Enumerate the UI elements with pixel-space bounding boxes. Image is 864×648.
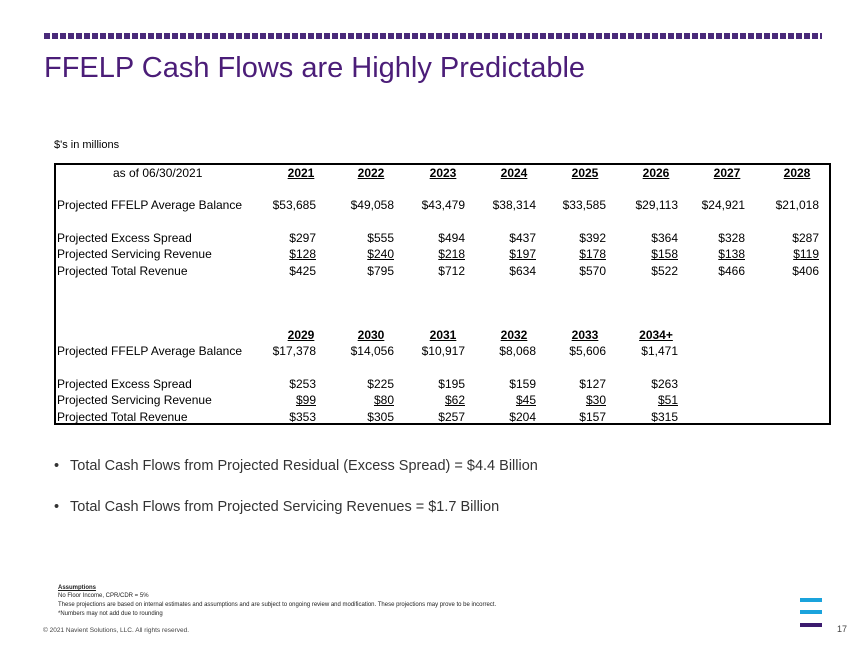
table-cell: $328 [718, 231, 745, 245]
row-label: Projected Total Revenue [57, 264, 188, 278]
table-cell: $21,018 [775, 198, 819, 212]
table-cell: $204 [509, 410, 536, 424]
table-cell: $8,068 [499, 344, 536, 358]
table-cell: $287 [792, 231, 819, 245]
as-of-date: as of 06/30/2021 [113, 166, 203, 180]
row-label: Projected Servicing Revenue [57, 247, 212, 261]
table-cell: $159 [509, 377, 536, 391]
table-cell: $406 [792, 264, 819, 278]
bullet-dot-icon: • [54, 458, 60, 474]
table-cell: $1,471 [641, 344, 678, 358]
logo-bar [800, 610, 822, 614]
copyright-text: © 2021 Navient Solutions, LLC. All right… [43, 627, 190, 634]
table-cell: $197 [509, 247, 536, 261]
year-header: 2024 [500, 166, 528, 180]
units-note: $'s in millions [54, 139, 120, 151]
year-header: 2030 [357, 328, 385, 342]
row-label: Projected Servicing Revenue [57, 393, 212, 407]
year-header: 2031 [429, 328, 457, 342]
footnote-line: *Numbers may not add due to rounding [58, 611, 163, 617]
table-cell: $99 [295, 393, 316, 407]
table-cell: $45 [515, 393, 536, 407]
year-header: 2021 [287, 166, 315, 180]
bullet-item: • Total Cash Flows from Projected Residua… [54, 458, 538, 474]
footnote-heading: Assumptions [58, 585, 97, 591]
table-cell: $128 [289, 247, 316, 261]
table-cell: $712 [438, 264, 465, 278]
table-cell: $127 [579, 377, 606, 391]
footnote-line: These projections are based on internal … [58, 602, 497, 608]
year-header: 2029 [287, 328, 315, 342]
table-cell: $51 [657, 393, 678, 407]
logo-bar [800, 598, 822, 602]
table-cell: $437 [509, 231, 536, 245]
table-cell: $257 [438, 410, 465, 424]
table-cell: $10,917 [421, 344, 465, 358]
table-cell: $43,479 [421, 198, 465, 212]
bullet-item: • Total Cash Flows from Projected Servici… [54, 499, 499, 515]
year-header: 2026 [642, 166, 670, 180]
row-label: Projected Excess Spread [57, 377, 192, 391]
year-header: 2025 [571, 166, 599, 180]
table-cell: $225 [367, 377, 394, 391]
table-cell: $80 [373, 393, 394, 407]
table-cell: $634 [509, 264, 536, 278]
table-cell: $62 [444, 393, 465, 407]
year-header: 2028 [783, 166, 811, 180]
year-header: 2023 [429, 166, 457, 180]
year-header: 2022 [357, 166, 385, 180]
table-cell: $315 [651, 410, 678, 424]
table-cell: $5,606 [569, 344, 606, 358]
slide-title: FFELP Cash Flows are Highly Predictable [44, 52, 586, 84]
table-cell: $555 [367, 231, 394, 245]
row-label: Projected FFELP Average Balance [57, 198, 243, 212]
table-cell: $195 [438, 377, 465, 391]
table-cell: $24,921 [701, 198, 745, 212]
row-label: Projected Total Revenue [57, 410, 188, 424]
table-cell: $119 [793, 247, 819, 261]
table-cell: $30 [585, 393, 606, 407]
table-cell: $240 [367, 247, 394, 261]
year-header: 2034+ [639, 328, 673, 342]
cash-flow-table-frame [54, 163, 831, 425]
bullet-text: Total Cash Flows from Projected Residual… [70, 458, 538, 474]
table-cell: $305 [367, 410, 394, 424]
table-cell: $297 [289, 231, 316, 245]
table-cell: $157 [579, 410, 606, 424]
table-cell: $33,585 [562, 198, 606, 212]
table-cell: $158 [651, 247, 678, 261]
row-label: Projected FFELP Average Balance [57, 344, 243, 358]
table-cell: $38,314 [492, 198, 536, 212]
table-cell: $494 [438, 231, 465, 245]
table-cell: $795 [367, 264, 394, 278]
table-cell: $466 [718, 264, 745, 278]
table-cell: $49,058 [350, 198, 394, 212]
table-cell: $522 [651, 264, 678, 278]
table-cell: $218 [438, 247, 465, 261]
table-cell: $353 [289, 410, 316, 424]
table-cell: $17,378 [272, 344, 316, 358]
bullet-text: Total Cash Flows from Projected Servicin… [70, 499, 500, 515]
table-cell: $29,113 [635, 198, 679, 212]
table-cell: $178 [579, 247, 606, 261]
table-cell: $138 [718, 247, 745, 261]
year-header: 2033 [571, 328, 599, 342]
table-cell: $425 [289, 264, 316, 278]
logo-bar [800, 623, 822, 627]
year-header: 2027 [713, 166, 741, 180]
footnote-line: No Floor Income, CPR/CDR = 5% [58, 593, 149, 599]
year-header: 2032 [500, 328, 528, 342]
table-cell: $263 [651, 377, 678, 391]
row-label: Projected Excess Spread [57, 231, 192, 245]
navient-logo-icon [800, 598, 822, 634]
table-cell: $253 [289, 377, 316, 391]
page-number: 17 [837, 624, 848, 634]
table-cell: $53,685 [272, 198, 316, 212]
table-cell: $570 [579, 264, 606, 278]
table-cell: $364 [651, 231, 678, 245]
header-dashed-rule [44, 33, 822, 39]
table-cell: $392 [579, 231, 606, 245]
table-cell: $14,056 [350, 344, 394, 358]
bullet-dot-icon: • [54, 499, 60, 515]
